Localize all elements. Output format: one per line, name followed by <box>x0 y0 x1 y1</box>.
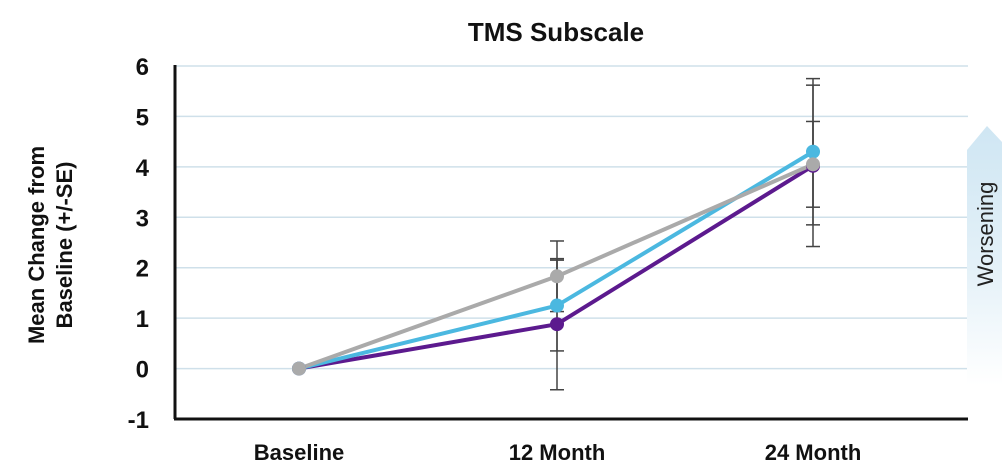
axes <box>173 65 968 421</box>
y-tick-label: 0 <box>136 357 149 384</box>
y-tick-labels: -1 0 1 2 3 4 5 6 <box>128 54 150 434</box>
x-tick-labels: Baseline 12 Month 24 Month <box>254 440 862 465</box>
y-tick-label: 6 <box>136 54 149 81</box>
x-tick-label: Baseline <box>254 440 345 465</box>
error-bars <box>550 77 820 391</box>
y-axis-label-line-1: Mean Change from <box>24 146 49 344</box>
y-tick-label: 4 <box>136 155 150 182</box>
x-tick-label: 12 Month <box>509 440 606 465</box>
chart-title: TMS Subscale <box>468 17 644 47</box>
data-point <box>550 298 564 313</box>
y-axis-label-line-2: Baseline (+/-SE) <box>52 162 77 329</box>
y-tick-label: 1 <box>136 306 149 333</box>
data-point <box>806 157 820 172</box>
y-tick-label: 2 <box>136 256 149 283</box>
up-arrow-icon <box>967 126 1002 385</box>
series-points <box>292 144 820 376</box>
worsening-label: Worsening <box>973 182 998 287</box>
data-point <box>550 317 564 332</box>
y-axis-label: Mean Change from Baseline (+/-SE) <box>24 146 77 344</box>
data-point <box>550 269 564 284</box>
y-tick-label: 3 <box>136 205 149 232</box>
x-tick-label: 24 Month <box>765 440 862 465</box>
data-point <box>292 361 306 376</box>
data-point <box>806 144 820 159</box>
worsening-indicator: Worsening <box>967 126 1002 385</box>
series-line <box>298 162 814 371</box>
y-tick-label: 5 <box>136 104 149 131</box>
gridlines <box>175 65 968 370</box>
y-tick-label: -1 <box>128 407 149 434</box>
